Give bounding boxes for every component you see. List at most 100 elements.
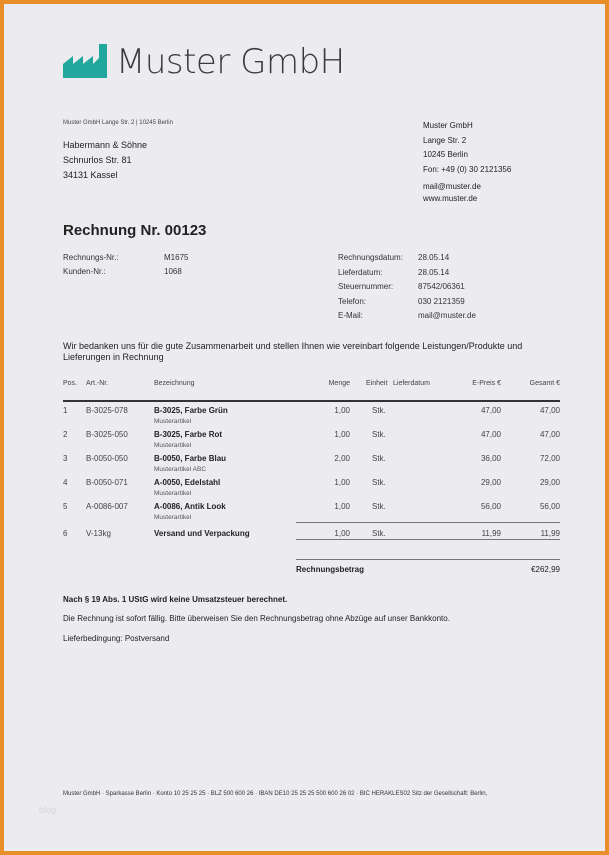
cell-gesamt: 47,00	[539, 430, 560, 439]
invoice-title: Rechnung Nr. 00123	[63, 222, 207, 239]
meta-row: Rechnungsdatum: 28.05.14	[338, 251, 476, 266]
intro-text: Wir bedanken uns für die gute Zusammenar…	[63, 341, 522, 363]
cell-einheit: Stk.	[372, 454, 386, 463]
cell-einheit: Stk.	[372, 430, 386, 439]
cell-gesamt: 29,00	[539, 478, 560, 487]
cell-pos: 3	[63, 454, 68, 463]
meta-value: 28.05.14	[418, 253, 450, 262]
cell-menge: 1,00	[334, 529, 350, 538]
cell-pos: 2	[63, 430, 68, 439]
cell-sub: Musterartikel	[154, 418, 192, 425]
cell-menge: 1,00	[334, 502, 350, 511]
header-epreis: E-Preis €	[472, 380, 501, 387]
factory-logo-icon	[63, 44, 107, 78]
cell-einheit: Stk.	[372, 478, 386, 487]
meta-label: Steuernummer:	[338, 282, 394, 291]
recipient-name: Habermann & Söhne	[63, 140, 148, 150]
total-value: €262,99	[531, 565, 560, 574]
cell-pos: 6	[63, 529, 68, 538]
recipient-city: 34131 Kassel	[63, 170, 118, 180]
cell-menge: 1,00	[334, 430, 350, 439]
meta-label: E-Mail:	[338, 311, 363, 320]
cell-bez: A-0086, Antik Look	[154, 502, 226, 511]
header-lieferdatum: Lieferdatum	[393, 380, 430, 387]
cell-menge: 1,00	[334, 478, 350, 487]
cell-pos: 4	[63, 478, 68, 487]
divider	[296, 559, 560, 560]
header-pos: Pos.	[63, 380, 78, 387]
cell-bez: B-3025, Farbe Rot	[154, 430, 223, 439]
recipient-address: Habermann & Söhne Schnurlos Str. 81 3413…	[63, 138, 147, 183]
intro-line: Wir bedanken uns für die gute Zusammenar…	[63, 341, 523, 351]
cell-gesamt: 72,00	[539, 454, 560, 463]
cell-art: B-3025-078	[86, 406, 128, 415]
invoice-page: Muster GmbH Muster GmbH Lange Str. 2 | 1…	[4, 4, 605, 851]
cell-einheit: Stk.	[372, 502, 386, 511]
company-info: Muster GmbH Lange Str. 2 10245 Berlin Fo…	[423, 119, 511, 205]
sender-line: Muster GmbH Lange Str. 2 | 10245 Berlin	[63, 120, 173, 126]
meta-label: Kunden-Nr.:	[63, 267, 106, 276]
meta-row: E-Mail: mail@muster.de	[338, 309, 476, 324]
total-label: Rechnungsbetrag	[296, 565, 365, 574]
tax-note: Nach § 19 Abs. 1 UStG wird keine Umsatzs…	[63, 595, 288, 604]
company-name: Muster GmbH	[423, 121, 473, 130]
header-bez: Bezeichnung	[154, 380, 195, 387]
cell-epreis: 29,00	[480, 478, 501, 487]
cell-menge: 1,00	[334, 406, 350, 415]
divider	[296, 522, 560, 523]
cell-pos: 1	[63, 406, 68, 415]
delivery-note: Lieferbedingung: Postversand	[63, 634, 170, 643]
cell-bez: A-0050, Edelstahl	[154, 478, 221, 487]
cell-gesamt: 47,00	[539, 406, 560, 415]
meta-value: 1068	[164, 267, 182, 276]
cell-epreis: 36,00	[480, 454, 501, 463]
meta-value: 28.05.14	[418, 267, 450, 277]
cell-epreis: 56,00	[480, 502, 501, 511]
header-divider	[63, 400, 560, 402]
meta-row: Telefon: 030 2121359	[338, 295, 476, 310]
watermark: blog	[39, 805, 57, 815]
company-logo-text: Muster GmbH	[116, 42, 345, 82]
company-phone: Fon: +49 (0) 30 2121356	[423, 164, 512, 174]
cell-sub: Musterartikel ABC	[154, 466, 207, 473]
cell-art: B-3025-050	[86, 430, 128, 439]
cell-sub: Musterartikel	[154, 442, 192, 449]
meta-value: 87542/06361	[418, 282, 465, 291]
header-menge: Menge	[328, 380, 350, 387]
cell-gesamt: 11,99	[540, 529, 560, 538]
header-gesamt: Gesamt €	[529, 380, 560, 387]
cell-art: V-13kg	[86, 529, 111, 538]
cell-sub: Musterartikel	[154, 490, 192, 497]
company-city: 10245 Berlin	[423, 150, 468, 159]
meta-label: Rechnungs-Nr.:	[63, 253, 119, 262]
meta-value: M1675	[164, 253, 189, 262]
recipient-street: Schnurlos Str. 81	[63, 155, 132, 165]
company-street: Lange Str. 2	[423, 135, 467, 145]
header-art: Art.-Nr.	[86, 380, 109, 387]
meta-label: Rechnungsdatum:	[338, 253, 403, 262]
cell-bez: Versand und Verpackung	[154, 529, 250, 538]
company-website: www.muster.de	[423, 194, 478, 203]
cell-epreis: 47,00	[480, 430, 501, 439]
meta-row: Steuernummer: 87542/06361	[338, 280, 476, 295]
cell-bez: B-0050, Farbe Blau	[154, 454, 227, 463]
header-einheit: Einheit	[366, 380, 388, 387]
cell-epreis: 47,00	[480, 406, 501, 415]
cell-art: B-0050-071	[86, 478, 128, 487]
intro-line: Lieferungen in Rechnung	[63, 352, 164, 362]
cell-einheit: Stk.	[372, 406, 386, 415]
cell-art: A-0086-007	[86, 502, 128, 511]
cell-einheit: Stk.	[372, 529, 386, 538]
company-email: mail@muster.de	[423, 182, 481, 191]
footer-bank-info: Muster GmbH · Sparkasse Berlin · Konto 1…	[63, 791, 488, 797]
payment-note: Die Rechnung ist sofort fällig. Bitte üb…	[63, 614, 450, 623]
meta-label: Telefon:	[338, 296, 367, 306]
cell-pos: 5	[63, 502, 68, 511]
cell-art: B-0050-050	[86, 454, 128, 463]
cell-menge: 2,00	[334, 454, 350, 463]
cell-bez: B-3025, Farbe Grün	[154, 406, 228, 415]
meta-value: 030 2121359	[418, 296, 465, 306]
cell-gesamt: 56,00	[539, 502, 560, 511]
meta-left: Rechnungs-Nr.: M1675 Kunden-Nr.: 1068	[63, 251, 188, 279]
meta-value: mail@muster.de	[418, 311, 476, 320]
